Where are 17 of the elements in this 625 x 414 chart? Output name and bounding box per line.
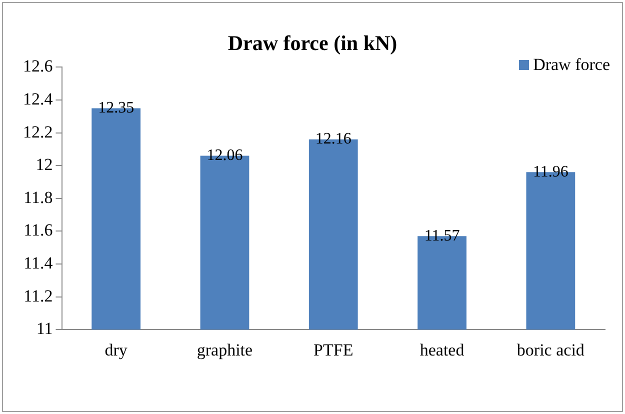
x-tick-label: dry	[104, 340, 128, 360]
x-tick-label: PTFE	[314, 340, 354, 360]
y-tick-label: 12.6	[23, 56, 53, 76]
x-tick-label: heated	[420, 340, 465, 360]
legend-label: Draw force	[533, 55, 610, 75]
y-tick-label: 12.4	[23, 89, 54, 108]
x-tick-label: graphite	[196, 340, 253, 360]
x-tick-label: boric acid	[516, 340, 585, 360]
y-tick-label: 12	[36, 155, 53, 174]
y-tick-label: 11.2	[24, 286, 53, 306]
y-tick-label: 11	[36, 319, 53, 338]
y-tick-label: 11.6	[24, 220, 53, 240]
chart-title: Draw force (in kN)	[228, 31, 398, 56]
y-tick-label: 12.2	[23, 122, 53, 142]
y-tick-label: 11.8	[24, 188, 53, 207]
y-tick-label: 11.4	[24, 253, 54, 272]
data-label: 12.16	[315, 130, 352, 148]
